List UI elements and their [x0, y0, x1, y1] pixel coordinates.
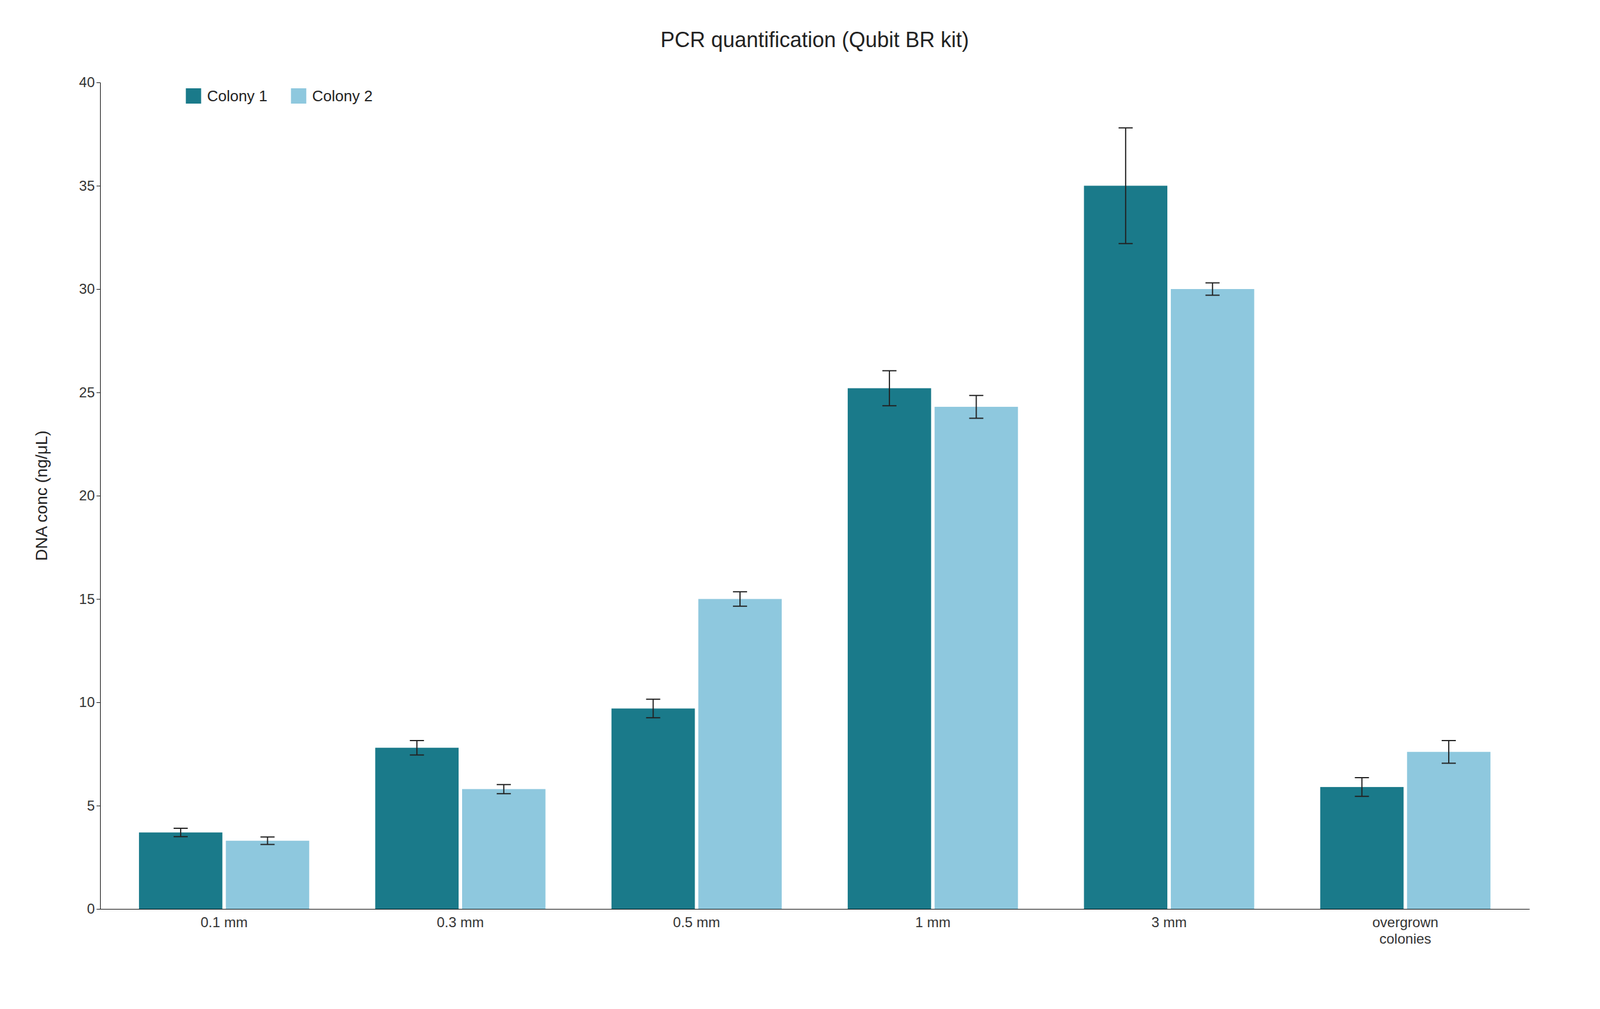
y-tick: 35 — [78, 177, 101, 194]
x-tick-label: overgrowncolonies — [1372, 914, 1439, 947]
bar — [1170, 289, 1255, 909]
bar — [1083, 186, 1168, 910]
x-tick: 1 mm — [915, 908, 951, 931]
y-axis-title: DNA conc (ng/μL) — [32, 430, 51, 562]
error-bar — [173, 828, 188, 837]
legend: Colony 1 Colony 2 — [186, 87, 373, 105]
x-tick: 0.3 mm — [436, 908, 484, 931]
bar-series — [226, 289, 1491, 909]
y-tick-label: 5 — [87, 797, 95, 814]
error-bar — [409, 740, 424, 756]
x-tick: 3 mm — [1151, 908, 1187, 931]
y-tick-mark — [96, 186, 101, 187]
legend-swatch — [290, 88, 307, 104]
bar — [847, 387, 932, 909]
marks — [138, 127, 1491, 909]
x-tick-label-line: 0.3 mm — [436, 914, 484, 931]
error-bar — [496, 784, 511, 794]
chart-title: PCR quantification (Qubit BR kit) — [660, 27, 969, 52]
y-tick-mark — [96, 495, 101, 497]
y-tick: 25 — [78, 384, 101, 401]
y-tick-mark — [96, 599, 101, 600]
x-tick-label: 0.5 mm — [672, 914, 720, 931]
error-bar — [1205, 282, 1220, 295]
y-tick: 5 — [87, 797, 101, 814]
y-tick: 0 — [87, 900, 101, 917]
y-tick: 30 — [78, 280, 101, 297]
error-bars — [173, 127, 1370, 837]
y-axis-line — [96, 83, 101, 910]
legend-label: Colony 1 — [207, 87, 268, 105]
x-tick-label: 0.1 mm — [200, 914, 248, 931]
y-tick-label: 40 — [78, 74, 95, 91]
x-tick-label-line: 3 mm — [1151, 914, 1187, 931]
x-tick-label: 3 mm — [1151, 914, 1187, 931]
bar — [1406, 751, 1491, 909]
error-bar — [968, 395, 984, 419]
bar — [226, 840, 310, 909]
x-tick: 0.5 mm — [672, 908, 720, 931]
y-tick-label: 35 — [78, 177, 95, 194]
y-tick-label: 30 — [78, 280, 95, 297]
y-tick: 20 — [78, 487, 101, 504]
bar — [698, 599, 782, 910]
error-bar — [1441, 740, 1456, 764]
x-tick-label: 0.3 mm — [436, 914, 484, 931]
bar — [611, 708, 696, 909]
error-bar — [882, 370, 897, 407]
x-tick-label-line: 1 mm — [915, 914, 951, 931]
error-bar — [260, 837, 275, 845]
x-tick-label-line: 0.1 mm — [200, 914, 248, 931]
y-tick-mark — [96, 289, 101, 290]
y-tick: 15 — [78, 591, 101, 607]
y-tick: 10 — [78, 694, 101, 710]
x-axis: 0.1 mm 0.3 mm 0.5 mm 1 mm 3 mm overgrowncolon… — [100, 908, 1530, 947]
x-tick-label-line: overgrown — [1372, 914, 1439, 931]
y-tick-mark — [96, 392, 101, 394]
y-tick-mark — [96, 82, 101, 84]
y-tick-label: 20 — [78, 487, 95, 504]
y-tick-mark — [96, 908, 101, 910]
x-axis-line — [100, 908, 1530, 910]
legend-item: Colony 1 — [186, 87, 268, 105]
bar — [374, 747, 459, 909]
error-bar — [1118, 127, 1133, 244]
x-tick: 0.1 mm — [200, 908, 248, 931]
legend-item: Colony 2 — [290, 87, 373, 105]
y-tick-label: 0 — [87, 900, 95, 917]
bar — [934, 406, 1019, 909]
plot-area: 0 5 10 15 20 25 30 35 40 0.1 mm 0.3 mm 0.5 mm 1 mm 3 … — [78, 74, 1530, 946]
legend-label: Colony 2 — [311, 87, 373, 105]
y-tick: 40 — [78, 74, 101, 91]
error-bars — [260, 282, 1456, 845]
y-tick-label: 10 — [78, 694, 95, 710]
error-bar — [646, 699, 661, 719]
y-tick-mark — [96, 805, 101, 807]
bar-series — [138, 186, 1404, 910]
y-tick-mark — [96, 702, 101, 703]
x-tick-label-line: colonies — [1379, 930, 1432, 947]
error-bar — [732, 591, 748, 607]
y-axis: 0 5 10 15 20 25 30 35 40 — [78, 74, 101, 917]
bar — [138, 832, 223, 909]
bar — [1320, 787, 1404, 909]
legend-swatch — [186, 88, 202, 104]
x-tick-label: 1 mm — [915, 914, 951, 931]
error-bar — [1355, 777, 1370, 797]
y-tick-label: 25 — [78, 384, 95, 401]
y-tick-label: 15 — [78, 591, 95, 607]
chart-svg: PCR quantification (Qubit BR kit) 0 5 10 15 2… — [0, 0, 1600, 1009]
x-tick: overgrowncolonies — [1372, 908, 1439, 947]
bar — [462, 788, 546, 909]
x-tick-label-line: 0.5 mm — [672, 914, 720, 931]
